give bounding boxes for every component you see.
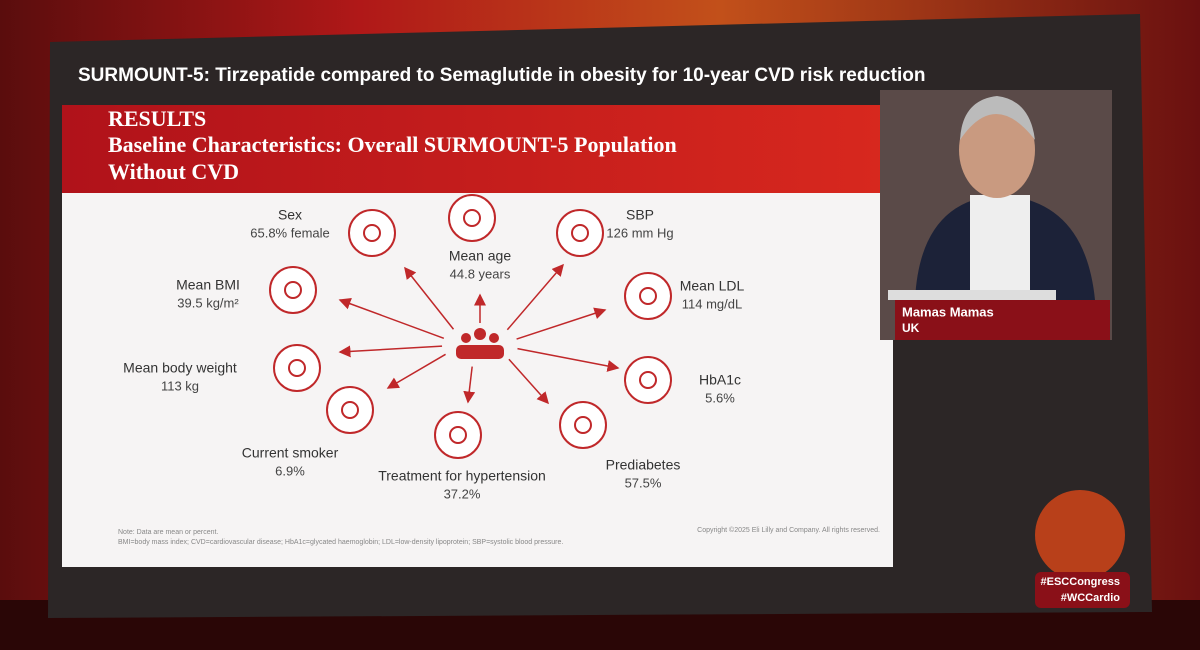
item-icon [556,209,604,257]
item-value: 37.2% [444,486,481,501]
item-value: 5.6% [705,390,735,405]
item-value: 113 kg [161,378,199,393]
arrow [463,366,476,404]
item-icon [559,401,607,449]
note: BMI=body mass index; CVD=cardiovascular … [118,539,563,546]
item-icon [448,194,496,242]
note: Note: Data are mean or percent. [118,529,218,536]
item-icon [273,344,321,392]
hashtag: #WCCardio [1061,592,1121,604]
hashtag-box [1035,572,1130,608]
item-value: 65.8% female [250,225,330,240]
arrow [404,266,455,330]
item-label: Mean body weight [123,360,237,376]
item-label: Mean BMI [176,277,240,293]
arrow [338,298,445,339]
slide-title: Without CVD [108,159,239,184]
name-bar [895,300,1110,340]
item-icon-glyph [284,281,302,299]
item-value: 6.9% [275,463,305,478]
item-icon-glyph [463,209,481,227]
arrow [517,347,620,372]
copyright: Copyright ©2025 Eli Lilly and Company. A… [697,526,880,534]
arrow [386,353,446,389]
item-label: Treatment for hypertension [378,468,546,484]
hashtag: #ESCCongress [1041,576,1120,588]
item-value: 44.8 years [450,266,511,281]
lectern [888,290,1056,300]
item-icon [624,272,672,320]
slide-title-band [62,105,893,193]
item-value: 126 mm Hg [606,225,673,240]
item-label: SBP [626,207,654,223]
item-icon [348,209,396,257]
slide-title: RESULTS [108,106,206,131]
item-icon-glyph [288,359,306,377]
item-icon-glyph [449,426,467,444]
slide-title: Baseline Characteristics: Overall SURMOU… [108,132,677,157]
item-icon [269,266,317,314]
arrow [506,263,564,331]
arrow [338,345,443,358]
item-icon [624,356,672,404]
item-icon-glyph [639,371,657,389]
item-label: Current smoker [242,445,339,461]
item-icon [326,386,374,434]
item-icon-glyph [363,224,381,242]
arrow [508,358,549,405]
items: Sex 65.8% female Mean age 44.8 years SBP 126 … [123,194,745,501]
item-value: 39.5 kg/m² [177,295,239,310]
item-icon-glyph [341,401,359,419]
speaker-country: UK [902,321,920,335]
logo-globe [1035,490,1125,580]
item-value: 57.5% [625,475,662,490]
center-icon [456,328,504,359]
item-label: Sex [278,207,302,223]
item-label: HbA1c [699,372,741,388]
arrow [516,307,607,340]
header-title: SURMOUNT-5: Tirzepatide compared to Sema… [78,65,925,86]
speaker-name: Mamas Mamas [902,304,994,319]
item-label: Mean age [449,248,511,264]
item-label: Mean LDL [680,278,745,294]
item-icon-glyph [571,224,589,242]
item-value: 114 mg/dL [682,296,742,311]
item-icon [434,411,482,459]
item-label: Prediabetes [606,457,681,473]
item-icon-glyph [574,416,592,434]
speaker [915,96,1095,300]
item-icon-glyph [639,287,657,305]
